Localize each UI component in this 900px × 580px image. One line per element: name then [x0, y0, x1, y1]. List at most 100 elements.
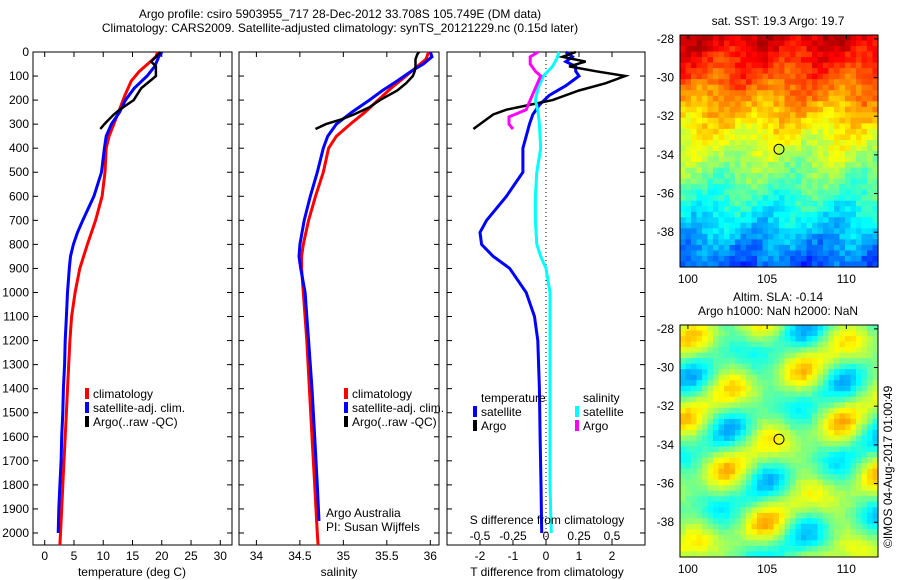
heatmap-cell [823, 261, 830, 268]
heatmap-cell [707, 507, 714, 514]
heatmap-cell [768, 200, 775, 207]
heatmap-cell [740, 512, 747, 519]
heatmap-cell [823, 452, 830, 459]
heatmap-cell [856, 413, 863, 420]
heatmap-cell [834, 84, 841, 91]
heatmap-cell [834, 369, 841, 376]
heatmap-cell [735, 540, 742, 547]
heatmap-cell [707, 173, 714, 180]
heatmap-cell [839, 62, 846, 69]
heatmap-cell [685, 156, 692, 163]
heatmap-cell [872, 424, 879, 431]
heatmap-cell [801, 325, 808, 332]
heatmap-cell [768, 545, 775, 553]
heatmap-cell [691, 244, 698, 252]
heatmap-cell [724, 46, 731, 53]
heatmap-cell [702, 217, 709, 224]
heatmap-cell [872, 441, 879, 448]
heatmap-cell [691, 79, 698, 86]
heatmap-cell [872, 380, 879, 387]
heatmap-cell [839, 206, 846, 213]
heatmap-cell [845, 518, 852, 525]
heatmap-cell [751, 391, 758, 398]
y-tick-label: -32 [657, 109, 675, 123]
x-tick-label: 34.5 [288, 549, 312, 563]
heatmap-cell [861, 40, 868, 47]
y-tick-label: 300 [9, 117, 29, 131]
heatmap-cell [812, 184, 819, 191]
heatmap-cell [861, 540, 868, 547]
heatmap-cell [812, 261, 819, 268]
heatmap-cell [768, 341, 775, 348]
heatmap-cell [828, 62, 835, 69]
heatmap-cell [685, 518, 692, 525]
heatmap-cell [707, 106, 714, 113]
heatmap-cell [834, 424, 841, 431]
heatmap-cell [817, 407, 824, 414]
heatmap-cell [729, 507, 736, 514]
heatmap-cell [691, 84, 698, 91]
heatmap-cell [696, 261, 703, 268]
heatmap-cell [839, 101, 846, 108]
heatmap-cell [702, 261, 709, 268]
heatmap-cell [718, 512, 725, 519]
heatmap-cell [823, 435, 830, 442]
heatmap-cell [856, 485, 863, 492]
heatmap-cell [861, 79, 868, 86]
heatmap-cell [823, 330, 830, 337]
heatmap-cell [746, 457, 753, 464]
heatmap-cell [702, 195, 709, 202]
heatmap-cell [845, 200, 852, 207]
heatmap-cell [773, 529, 780, 536]
heatmap-cell [740, 255, 747, 263]
heatmap-cell [707, 156, 714, 163]
heatmap-cell [740, 369, 747, 376]
heatmap-cell [867, 106, 874, 113]
heatmap-cell [724, 200, 731, 207]
heatmap-cell [784, 518, 791, 525]
heatmap-cell [773, 407, 780, 414]
heatmap-cell [751, 117, 758, 124]
heatmap-cell [757, 217, 764, 224]
heatmap-cell [828, 418, 835, 426]
heatmap-cell [850, 134, 857, 141]
heatmap-cell [867, 167, 874, 174]
heatmap-cell [680, 151, 687, 158]
heatmap-cell [696, 217, 703, 224]
heatmap-cell [872, 46, 879, 53]
heatmap-cell [817, 134, 824, 141]
heatmap-cell [850, 385, 857, 392]
heatmap-cell [801, 255, 808, 263]
heatmap-cell [779, 101, 786, 108]
heatmap-cell [856, 479, 863, 486]
heatmap-cell [812, 374, 819, 381]
heatmap-cell [795, 123, 802, 130]
heatmap-cell [834, 101, 841, 108]
y-tick-label: 500 [9, 165, 29, 179]
heatmap-cell [724, 518, 731, 525]
heatmap-cell [740, 222, 747, 229]
heatmap-cell [872, 139, 879, 147]
heatmap-cell [691, 551, 698, 558]
heatmap-cell [740, 239, 747, 246]
heatmap-cell [746, 501, 753, 508]
heatmap-cell [806, 529, 813, 536]
y-tick-label: 900 [9, 261, 29, 275]
heatmap-cell [806, 84, 813, 91]
heatmap-cell [696, 211, 703, 218]
heatmap-cell [746, 123, 753, 130]
heatmap-cell [823, 551, 830, 558]
heatmap-cell [828, 128, 835, 136]
heatmap-cell [757, 35, 764, 42]
heatmap-cell [790, 134, 797, 141]
heatmap-cell [751, 496, 758, 503]
heatmap-cell [746, 468, 753, 475]
heatmap-cell [867, 446, 874, 453]
heatmap-cell [696, 173, 703, 180]
heatmap-cell [856, 518, 863, 525]
heatmap-cell [740, 490, 747, 497]
heatmap-cell [718, 496, 725, 503]
heatmap-cell [845, 540, 852, 547]
heatmap-cell [718, 261, 725, 268]
heatmap-cell [691, 51, 698, 58]
